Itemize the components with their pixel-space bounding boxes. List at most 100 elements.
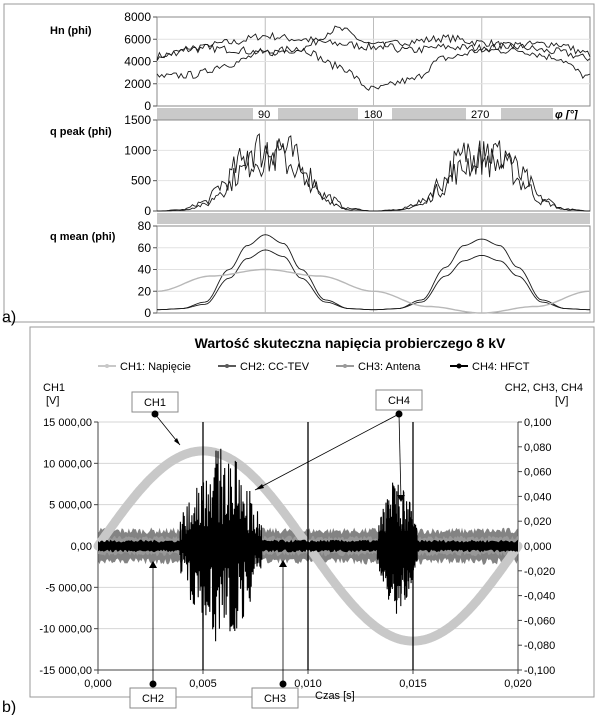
callout-ch3-label: CH3 bbox=[264, 693, 286, 705]
left-axis-title-line1: CH1 bbox=[43, 382, 65, 394]
callout-ch4-arrowhead-b bbox=[397, 495, 405, 502]
panel-a-label-column bbox=[5, 5, 155, 321]
qmean-ytick-label-1: 60 bbox=[138, 241, 152, 255]
qmean-ytick-label-0: 80 bbox=[138, 219, 152, 233]
right-ytick-label-5: 0,000 bbox=[524, 541, 552, 553]
hn-ytick-label-1: 6000 bbox=[124, 32, 151, 46]
legend-label-ch4: CH4: HFCT bbox=[472, 361, 530, 373]
legend-item-ch4: CH4: HFCT bbox=[450, 361, 530, 373]
qmean-series-2 bbox=[156, 268, 590, 314]
callout-ch4-box bbox=[375, 389, 423, 411]
qpeak-ytick-label-0: 1500 bbox=[124, 113, 151, 127]
right-ytick-label-3: 0,040 bbox=[524, 491, 552, 503]
left-ytick-label-3: 0,00 bbox=[71, 541, 92, 553]
right-ytick-label-0: 0,100 bbox=[524, 417, 552, 429]
callout-ch4-arrowhead-a bbox=[255, 484, 264, 490]
right-ytick-label-9: -0,080 bbox=[524, 640, 555, 652]
left-ytick-label-4: -5 000,00 bbox=[46, 582, 92, 594]
left-ytick-label-0: 15 000,00 bbox=[43, 417, 92, 429]
xtick-label-1: 0,005 bbox=[189, 678, 217, 690]
legend-label-ch2: CH2: CC-TEV bbox=[240, 361, 310, 373]
qmean-series-1 bbox=[157, 249, 590, 311]
legend-label-ch1: CH1: Napięcie bbox=[120, 361, 191, 373]
band-seg-4 bbox=[501, 108, 553, 120]
callout-ch1-arrowhead bbox=[174, 438, 180, 445]
left-axis-title-line2: [V] bbox=[46, 395, 59, 407]
legend-marker-ch2 bbox=[225, 364, 229, 368]
legend-label-ch3: CH3: Antena bbox=[358, 361, 421, 373]
band-tick-90: 90 bbox=[258, 109, 270, 121]
right-ytick-label-4: 0,020 bbox=[524, 516, 552, 528]
panel-b: Wartość skuteczna napięcia probierczego … bbox=[2, 326, 595, 715]
right-ytick-label-10: -0,100 bbox=[524, 665, 555, 677]
qmean-ytick-label-3: 20 bbox=[138, 284, 152, 298]
phase-band-2 bbox=[157, 213, 590, 224]
qpeak-series bbox=[157, 133, 590, 212]
series-ch4-burst-0 bbox=[179, 448, 263, 642]
hn-ytick-label-2: 4000 bbox=[124, 55, 151, 69]
phase-axis-band: 90 180 270 φ [°] bbox=[157, 108, 578, 121]
left-yticks: 15 000,00 10 000,00 5 000,00 0,00 -5 000,00 -… bbox=[39, 417, 98, 677]
callouts: CH1 CH4 CH2 bbox=[129, 389, 423, 709]
legend-marker-ch3 bbox=[343, 364, 347, 368]
legend-marker-ch4 bbox=[456, 363, 462, 369]
hn-series-1 bbox=[156, 25, 591, 62]
band-seg-1 bbox=[157, 108, 253, 120]
qpeak-ylabel: q peak (phi) bbox=[50, 126, 112, 138]
callout-ch2-label: CH2 bbox=[142, 693, 164, 705]
x-axis-title: Czas [s] bbox=[315, 690, 355, 702]
callout-ch4-leader-a bbox=[254, 413, 400, 491]
left-ytick-label-5: -10 000,00 bbox=[39, 624, 92, 636]
series-ch4-burst-1 bbox=[376, 482, 418, 614]
right-ytick-label-8: -0,060 bbox=[524, 615, 555, 627]
panel-a: Hn (phi) 8000 6000 4000 2000 0 90 180 270 φ … bbox=[2, 3, 595, 326]
callout-ch4-label: CH4 bbox=[388, 395, 410, 407]
left-ytick-label-6: -15 000,00 bbox=[39, 665, 92, 677]
band-seg-3 bbox=[392, 108, 466, 120]
panel-b-label: b) bbox=[2, 699, 16, 715]
vertical-markers bbox=[202, 422, 414, 670]
hn-yticks: 8000 6000 4000 2000 0 bbox=[124, 10, 157, 113]
callout-ch3-arrowhead bbox=[279, 560, 287, 567]
hn-ytick-label-3: 2000 bbox=[124, 77, 151, 91]
hn-series-0 bbox=[156, 31, 591, 62]
xtick-label-3: 0,015 bbox=[399, 678, 427, 690]
legend-item-ch3: CH3: Antena bbox=[336, 361, 421, 373]
callout-ch2-box bbox=[129, 687, 177, 709]
left-ytick-label-2: 5 000,00 bbox=[49, 500, 92, 512]
qmean-yticks: 80 60 40 20 0 bbox=[138, 219, 157, 320]
band-phase-unit: φ [°] bbox=[555, 109, 578, 121]
right-ytick-label-6: -0,020 bbox=[524, 566, 555, 578]
callout-ch2-arrowhead bbox=[149, 561, 157, 568]
right-axis-title-line2: [V] bbox=[555, 395, 568, 407]
callout-ch4: CH4 bbox=[254, 389, 423, 502]
right-axis-title-line1: CH2, CH3, CH4 bbox=[505, 382, 583, 394]
qpeak-ytick-label-2: 500 bbox=[131, 174, 151, 188]
hn-ylabel: Hn (phi) bbox=[50, 25, 92, 37]
band-tick-270: 270 bbox=[471, 109, 489, 121]
qmean-series bbox=[156, 234, 590, 314]
right-ytick-label-2: 0,060 bbox=[524, 467, 552, 479]
left-ytick-label-1: 10 000,00 bbox=[43, 458, 92, 470]
callout-ch3: CH3 bbox=[251, 560, 299, 709]
legend-item-ch1: CH1: Napięcie bbox=[98, 361, 191, 373]
x-ticks: 0,000 0,005 0,010 0,015 0,020 bbox=[84, 670, 532, 690]
legend: CH1: Napięcie CH2: CC-TEV CH3: Antena CH… bbox=[98, 361, 530, 373]
hn-grid bbox=[157, 17, 590, 106]
xtick-label-2: 0,010 bbox=[294, 678, 322, 690]
hn-series-2 bbox=[156, 46, 591, 91]
callout-ch1-label: CH1 bbox=[144, 397, 166, 409]
hn-ytick-label-0: 8000 bbox=[124, 10, 151, 24]
xtick-label-0: 0,000 bbox=[84, 678, 112, 690]
callout-ch3-box bbox=[251, 687, 299, 709]
panel-b-title: Wartość skuteczna napięcia probierczego … bbox=[195, 335, 506, 351]
callout-ch1: CH1 bbox=[131, 391, 181, 446]
qpeak-ytick-label-3: 0 bbox=[144, 204, 151, 218]
hn-series bbox=[156, 25, 591, 91]
qpeak-series-1 bbox=[157, 140, 590, 212]
band-seg-2 bbox=[278, 108, 358, 120]
xtick-label-4: 0,020 bbox=[504, 678, 532, 690]
legend-marker-ch1 bbox=[105, 364, 109, 368]
right-ytick-label-1: 0,080 bbox=[524, 442, 552, 454]
